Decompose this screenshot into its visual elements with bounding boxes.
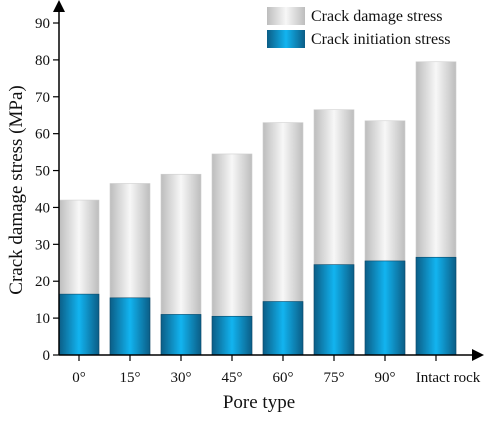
- bar-crack-initiation: [313, 264, 355, 356]
- legend-swatch-initiation: [267, 30, 305, 48]
- y-tick-label: 80: [35, 53, 50, 69]
- bar-crack-initiation: [109, 297, 151, 356]
- x-tick-label: Intact rock: [416, 370, 481, 386]
- bar-crack-initiation: [211, 315, 253, 356]
- legend: Crack damage stress Crack initiation str…: [267, 7, 451, 48]
- y-tick-label: 40: [35, 200, 50, 216]
- x-tick-label: 0°: [72, 370, 86, 386]
- x-axis-title: Pore type: [223, 392, 295, 413]
- y-tick-label: 10: [35, 311, 50, 327]
- y-tick-label: 90: [35, 16, 50, 32]
- x-ticks: 0° 15° 30° 45° 60° 75° 90° Intact rock: [72, 355, 481, 386]
- legend-label-initiation: Crack initiation stress: [311, 31, 451, 48]
- bar-crack-initiation: [415, 256, 457, 356]
- bar-crack-initiation: [160, 314, 202, 356]
- y-tick-label: 0: [43, 348, 51, 364]
- x-tick-label: 45°: [222, 370, 243, 386]
- bar-crack-initiation: [262, 301, 304, 356]
- y-tick-label: 70: [35, 90, 50, 106]
- legend-label-damage: Crack damage stress: [311, 8, 443, 25]
- y-tick-label: 50: [35, 164, 50, 180]
- x-tick-label: 75°: [324, 370, 345, 386]
- bar-crack-initiation: [58, 293, 100, 356]
- y-tick-label: 30: [35, 237, 50, 253]
- y-ticks: 0 10 20 30 40 50 60 70 80 90: [35, 16, 59, 364]
- x-tick-label: 60°: [273, 370, 294, 386]
- x-tick-label: 90°: [375, 370, 396, 386]
- bar-crack-initiation: [364, 260, 406, 356]
- y-axis-title: Crack damage stress (MPa): [6, 85, 27, 294]
- legend-swatch-damage: [267, 7, 305, 25]
- y-tick-label: 60: [35, 127, 50, 143]
- axes: [53, 0, 484, 361]
- x-tick-label: 30°: [171, 370, 192, 386]
- y-tick-label: 20: [35, 274, 50, 290]
- x-tick-label: 15°: [120, 370, 141, 386]
